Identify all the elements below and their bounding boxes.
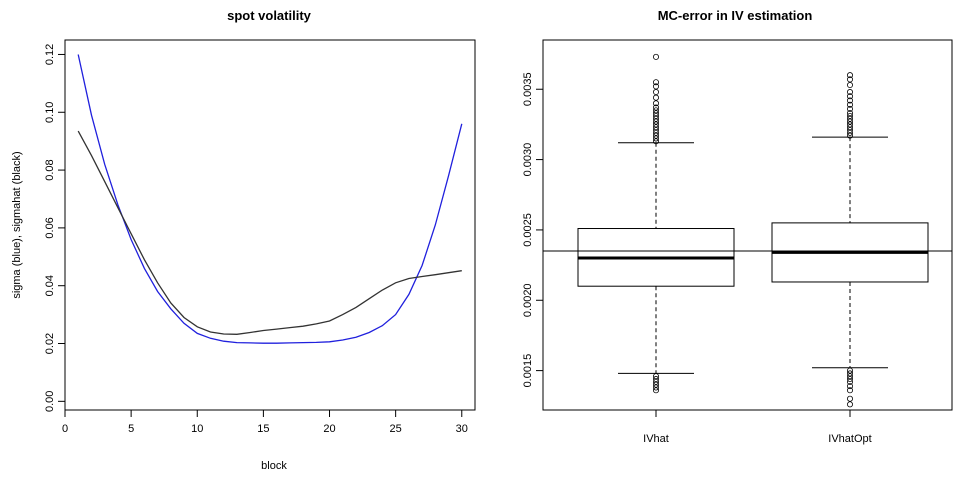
left-x-tick-label: 15 (257, 423, 269, 435)
outlier-point (653, 94, 660, 101)
spot-volatility-panel: spot volatility 0 5 10 15 20 25 30 0.000.020.0… (11, 8, 476, 472)
outlier-point (847, 129, 854, 136)
outlier-point (847, 132, 854, 139)
left-x-tick-label: 20 (323, 423, 335, 435)
outlier-point (847, 376, 854, 383)
left-x-axis: 0 5 10 15 20 25 30 (62, 410, 468, 435)
outlier-point (653, 376, 660, 383)
outlier-point (653, 110, 660, 117)
left-y-tick-label: 0.12 (44, 44, 56, 65)
outlier-point (653, 387, 660, 394)
outlier-point (847, 89, 854, 96)
outlier-point (653, 138, 660, 145)
outlier-point (847, 118, 854, 125)
outlier-point (847, 72, 854, 79)
left-x-tick-label: 5 (128, 423, 134, 435)
left-x-tick-label: 25 (390, 423, 402, 435)
right-y-axis: 0.0015 0.0020 0.0025 0.0030 0.0035 (522, 72, 543, 387)
outlier-point (847, 395, 854, 402)
outlier-point (653, 378, 660, 385)
outlier-point (653, 124, 660, 131)
outlier-point (847, 121, 854, 128)
right-x-axis: IVhat IVhatOpt (643, 410, 872, 445)
outlier-point (653, 112, 660, 119)
right-y-tick-label: 0.0035 (522, 72, 534, 106)
outlier-point (653, 115, 660, 122)
outlier-point (847, 124, 854, 131)
left-y-tick-label: 0.10 (44, 102, 56, 123)
outlier-point (847, 127, 854, 134)
left-y-tick-label: 0.04 (44, 275, 56, 296)
outlier-point (847, 112, 854, 119)
outlier-point (847, 378, 854, 385)
outlier-point (847, 387, 854, 394)
outlier-point (653, 107, 660, 114)
outlier-point (847, 115, 854, 122)
outlier-point (847, 93, 854, 100)
outlier-point (653, 132, 660, 139)
right-plot-frame (542, 39, 953, 411)
outlier-point (847, 82, 854, 89)
outlier-point (653, 384, 660, 391)
left-plot-frame (64, 39, 476, 411)
left-y-tick-label: 0.02 (44, 333, 56, 354)
outlier-point (653, 104, 660, 111)
left-y-axis: 0.00 0.02 0.04 0.06 0.08 0.10 0.12 (44, 44, 65, 412)
outlier-point (653, 89, 660, 96)
right-chart-title: MC-error in IV estimation (658, 8, 813, 23)
sigma-blue-line (77, 54, 463, 344)
outlier-point (653, 121, 660, 128)
boxplot-group (543, 53, 952, 408)
left-y-tick-label: 0.08 (44, 159, 56, 180)
category-label: IVhatOpt (828, 433, 871, 445)
outlier-point (653, 135, 660, 142)
outlier-point (847, 76, 854, 83)
right-y-tick-label: 0.0020 (522, 283, 534, 317)
left-x-tick-label: 10 (191, 423, 203, 435)
left-y-tick-label: 0.06 (44, 217, 56, 238)
left-chart-title: spot volatility (227, 8, 312, 23)
outlier-point (653, 79, 660, 86)
outlier-point (847, 101, 854, 108)
outlier-point (847, 383, 854, 390)
right-y-tick-label: 0.0025 (522, 213, 534, 247)
outlier-point (653, 373, 660, 380)
category-label: IVhat (643, 433, 669, 445)
outlier-point (847, 367, 854, 374)
outlier-point (847, 110, 854, 117)
left-x-tick-label: 0 (62, 423, 68, 435)
outlier-point (653, 53, 660, 60)
outlier-point (847, 373, 854, 380)
sigmahat-black-line (77, 130, 462, 335)
outlier-point (653, 100, 660, 107)
outlier-point (847, 97, 854, 104)
outlier-point (653, 83, 660, 90)
right-y-tick-label: 0.0030 (522, 143, 534, 177)
left-y-tick-label: 0.00 (44, 391, 56, 412)
outlier-point (847, 401, 854, 408)
outlier-point (847, 105, 854, 112)
right-y-tick-label: 0.0015 (522, 354, 534, 388)
outlier-point (847, 370, 854, 377)
left-x-axis-label: block (261, 460, 287, 472)
outlier-point (653, 129, 660, 136)
outlier-point (653, 381, 660, 388)
left-series-group (77, 54, 463, 344)
mc-error-panel: MC-error in IV estimation 0.00150.00200.… (522, 8, 953, 445)
left-x-tick-label: 30 (456, 423, 468, 435)
outlier-point (653, 127, 660, 134)
left-y-axis-label: sigma (blue), sigmahat (black) (11, 151, 23, 298)
outlier-point (653, 118, 660, 125)
